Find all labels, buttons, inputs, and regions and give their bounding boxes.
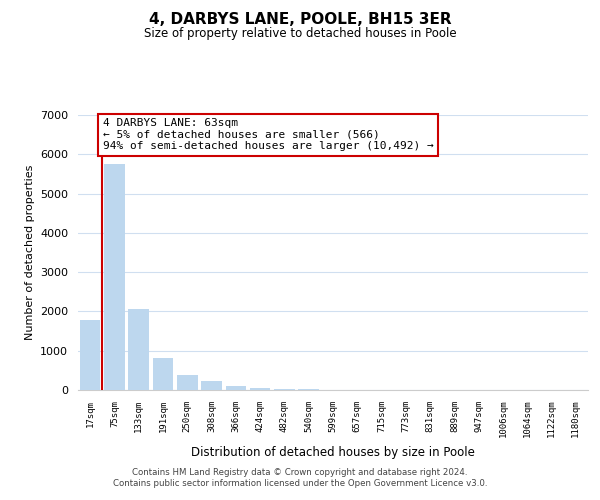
Bar	[152, 358, 173, 390]
Text: Size of property relative to detached houses in Poole: Size of property relative to detached ho…	[143, 28, 457, 40]
Bar	[104, 164, 125, 390]
Bar	[177, 376, 197, 390]
Bar	[250, 388, 271, 390]
Bar	[201, 381, 222, 390]
Y-axis label: Number of detached properties: Number of detached properties	[25, 165, 35, 340]
Bar	[128, 310, 149, 390]
Bar	[80, 320, 100, 390]
Bar	[274, 389, 295, 390]
Text: 4 DARBYS LANE: 63sqm
← 5% of detached houses are smaller (566)
94% of semi-detac: 4 DARBYS LANE: 63sqm ← 5% of detached ho…	[103, 118, 434, 152]
X-axis label: Distribution of detached houses by size in Poole: Distribution of detached houses by size …	[191, 446, 475, 458]
Text: Contains HM Land Registry data © Crown copyright and database right 2024.
Contai: Contains HM Land Registry data © Crown c…	[113, 468, 487, 487]
Bar	[226, 386, 246, 390]
Text: 4, DARBYS LANE, POOLE, BH15 3ER: 4, DARBYS LANE, POOLE, BH15 3ER	[149, 12, 451, 28]
